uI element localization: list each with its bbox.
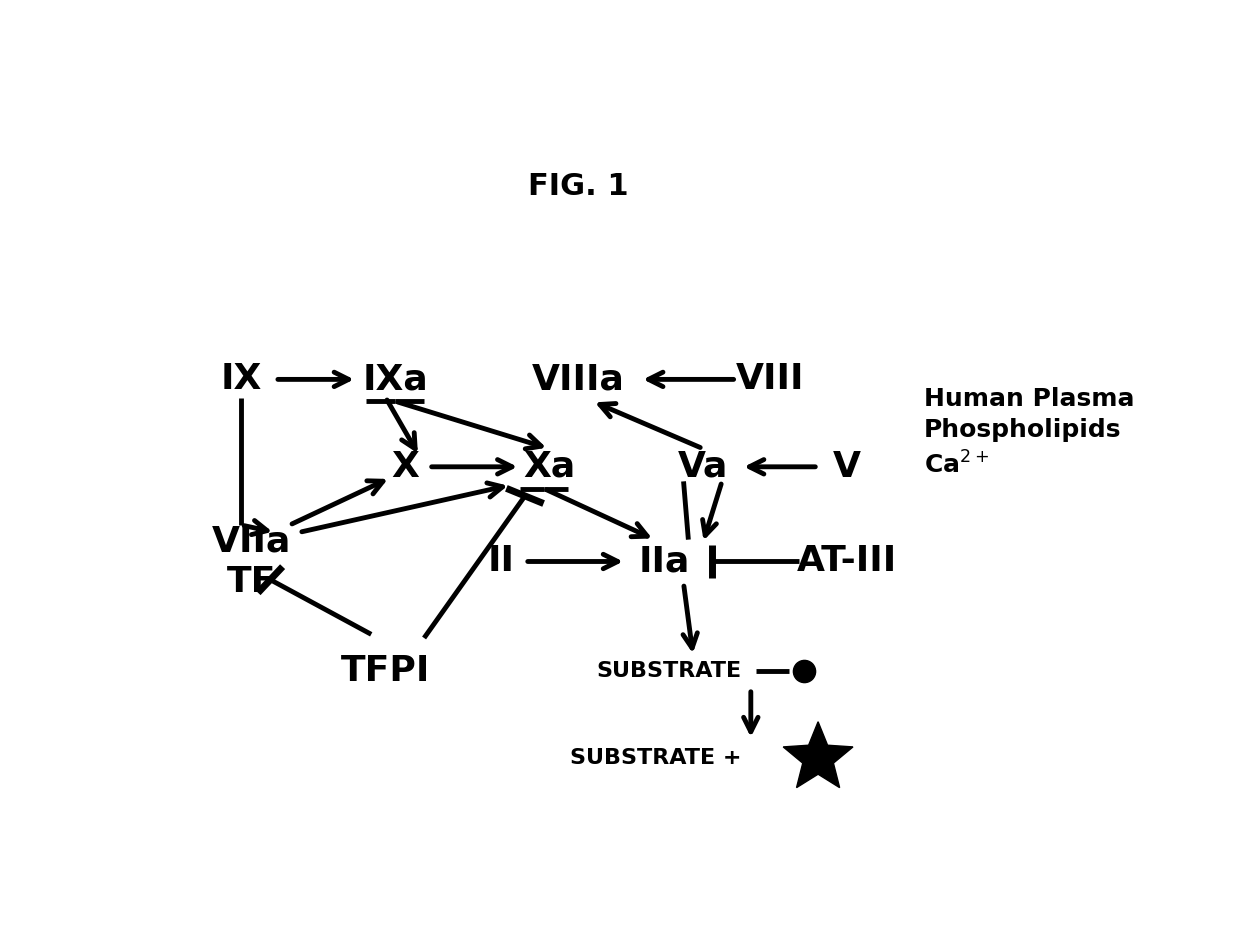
Text: Va: Va bbox=[677, 449, 728, 483]
Text: SUBSTRATE: SUBSTRATE bbox=[596, 660, 742, 681]
Text: TF: TF bbox=[227, 565, 275, 599]
Text: V: V bbox=[833, 449, 861, 483]
Text: IX: IX bbox=[221, 362, 262, 396]
Text: TFPI: TFPI bbox=[341, 654, 430, 688]
Text: VIIIa: VIIIa bbox=[532, 362, 624, 396]
Text: SUBSTRATE +: SUBSTRATE + bbox=[569, 748, 742, 768]
Text: II: II bbox=[487, 545, 515, 579]
Text: Xa: Xa bbox=[523, 449, 575, 483]
Text: VIIa: VIIa bbox=[211, 524, 291, 558]
Text: FIG. 1: FIG. 1 bbox=[527, 172, 629, 201]
Polygon shape bbox=[784, 722, 853, 788]
Text: X: X bbox=[391, 449, 419, 483]
Text: VIII: VIII bbox=[735, 362, 805, 396]
Text: Human Plasma
Phospholipids
Ca$^{2+}$: Human Plasma Phospholipids Ca$^{2+}$ bbox=[924, 387, 1135, 479]
Text: IXa: IXa bbox=[362, 362, 428, 396]
Text: IIa: IIa bbox=[639, 545, 689, 579]
Text: AT-III: AT-III bbox=[797, 545, 897, 579]
